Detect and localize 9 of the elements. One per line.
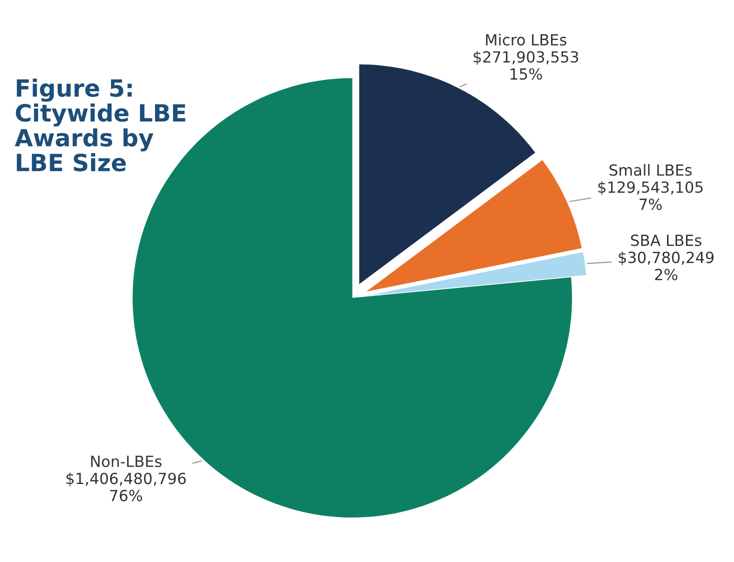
data-label: $30,780,249 2% [618,251,714,280]
data-label: $1,406,480,796 76% [66,472,186,502]
data-label: $129,543,105 7% [598,181,703,210]
text: Figure 5: Citywide LBE Awards by LBE Size [14,78,186,172]
slice-label: Non-LBEs [91,456,162,468]
slice-label: Micro LBEs [486,34,566,46]
slice-label: SBA LBEs [631,234,702,246]
data-label: $271,903,553 15% [474,50,578,80]
slice-label: Small LBEs [610,164,692,176]
